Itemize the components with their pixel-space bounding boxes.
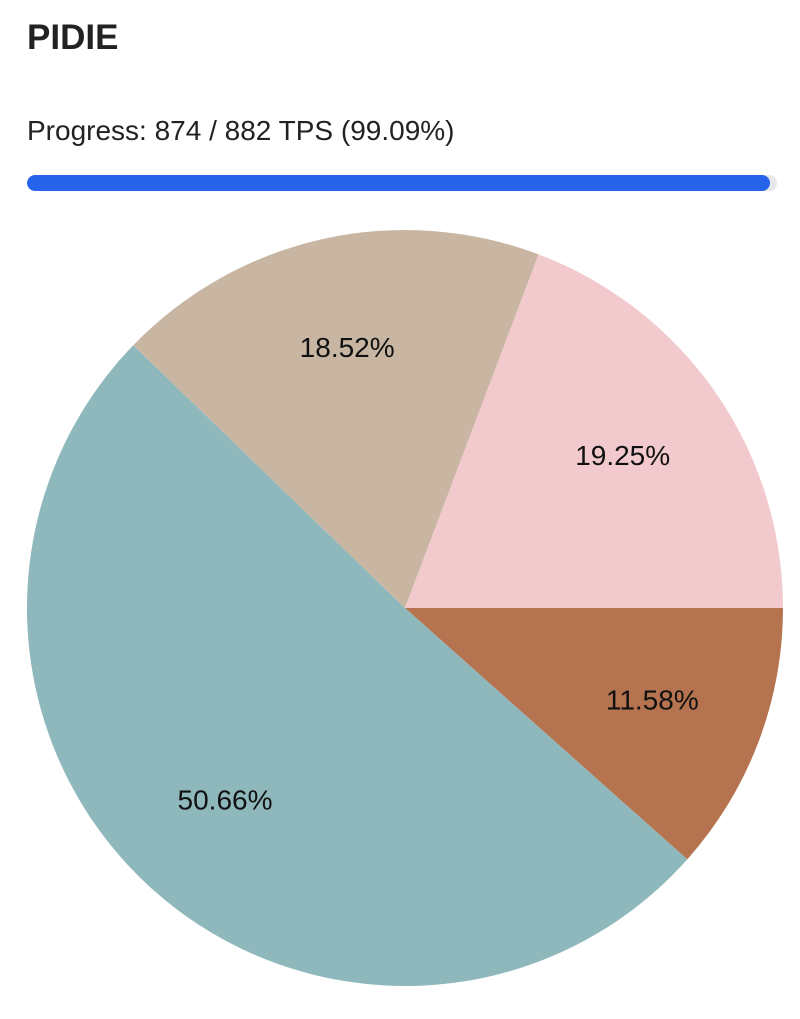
progress-label: Progress: 874 / 882 TPS (99.09%) — [27, 115, 455, 146]
progress-track — [27, 175, 777, 191]
slice-label: 50.66% — [178, 784, 273, 815]
slice-label: 19.25% — [575, 440, 670, 471]
title: PIDIE — [27, 18, 119, 57]
pie-slice — [405, 254, 783, 608]
pie-slice — [26, 345, 688, 987]
progress-bar — [27, 175, 771, 191]
pie-slice — [133, 230, 539, 608]
slice-label: 11.58% — [606, 685, 699, 716]
pie-slice — [405, 608, 783, 860]
slice-label: 18.52% — [300, 332, 395, 363]
